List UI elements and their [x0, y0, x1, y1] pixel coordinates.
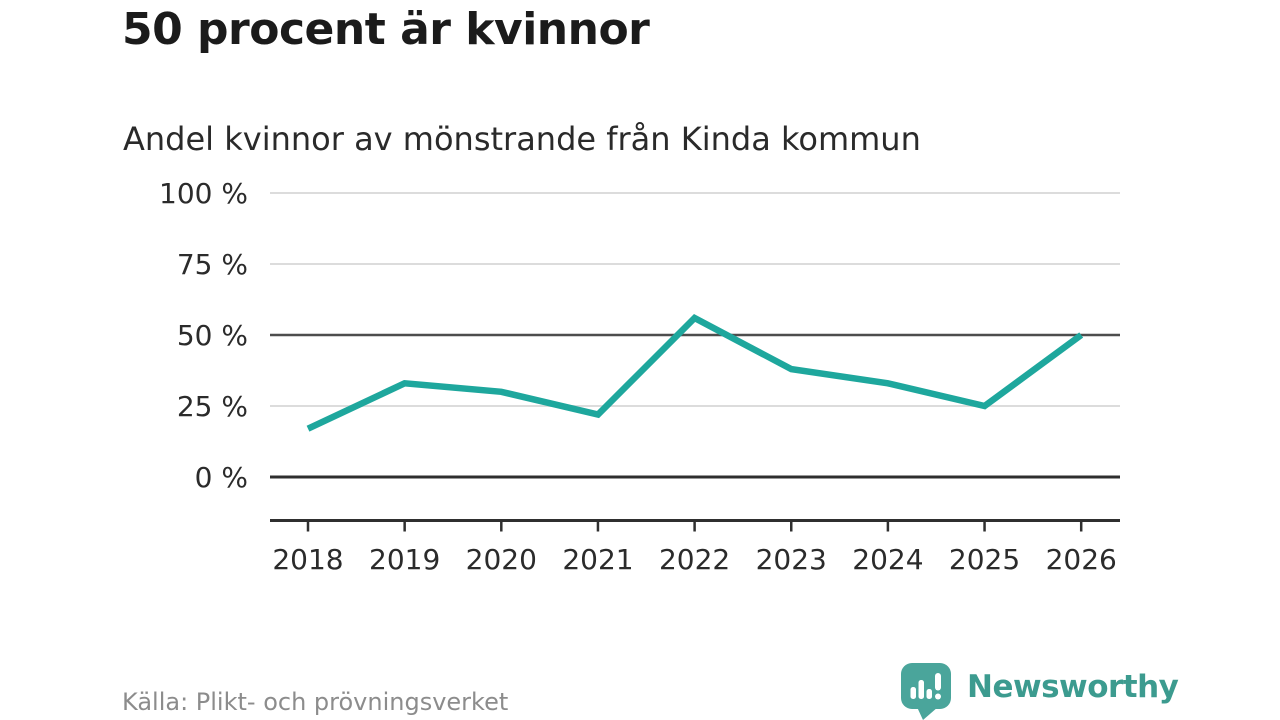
chart-subtitle: Andel kvinnor av mönstrande från Kinda k…	[123, 120, 921, 158]
x-tick-label: 2019	[369, 543, 440, 576]
data-line-andel-kvinnor	[306, 314, 1084, 432]
newsworthy-logo: Newsworthy	[898, 662, 1179, 720]
chart-title: 50 procent är kvinnor	[122, 4, 650, 55]
bubble-tail	[917, 707, 938, 720]
x-tick-label: 2022	[659, 543, 730, 576]
x-tick-label: 2025	[949, 543, 1020, 576]
newsworthy-wordmark: Newsworthy	[967, 669, 1179, 705]
x-tick-label: 2020	[466, 543, 537, 576]
newsworthy-chart-bubble-icon	[901, 663, 951, 720]
x-tick-label: 2023	[756, 543, 827, 576]
x-tick-label: 2026	[1046, 543, 1117, 576]
x-tick-label: 2024	[852, 543, 923, 576]
source-note: Källa: Plikt- och prövningsverket	[122, 688, 509, 716]
exclamation-dot	[935, 693, 941, 700]
bar-1	[910, 687, 916, 699]
y-tick-label: 100 %	[159, 177, 248, 210]
bar-2	[918, 680, 924, 699]
y-tick-label: 50 %	[177, 319, 248, 352]
line-chart: 0 % 25 % 50 % 75 % 100 % 2018 2019 2020 2021 2022…	[159, 177, 1120, 576]
x-tick-label: 2018	[272, 543, 343, 576]
y-tick-label: 75 %	[177, 248, 248, 281]
y-tick-label: 25 %	[177, 390, 248, 423]
y-tick-label: 0 %	[195, 461, 248, 494]
x-tick-label: 2021	[562, 543, 633, 576]
bar-3	[926, 689, 932, 699]
exclamation-stem	[935, 673, 941, 691]
bubble-shape	[901, 663, 951, 709]
